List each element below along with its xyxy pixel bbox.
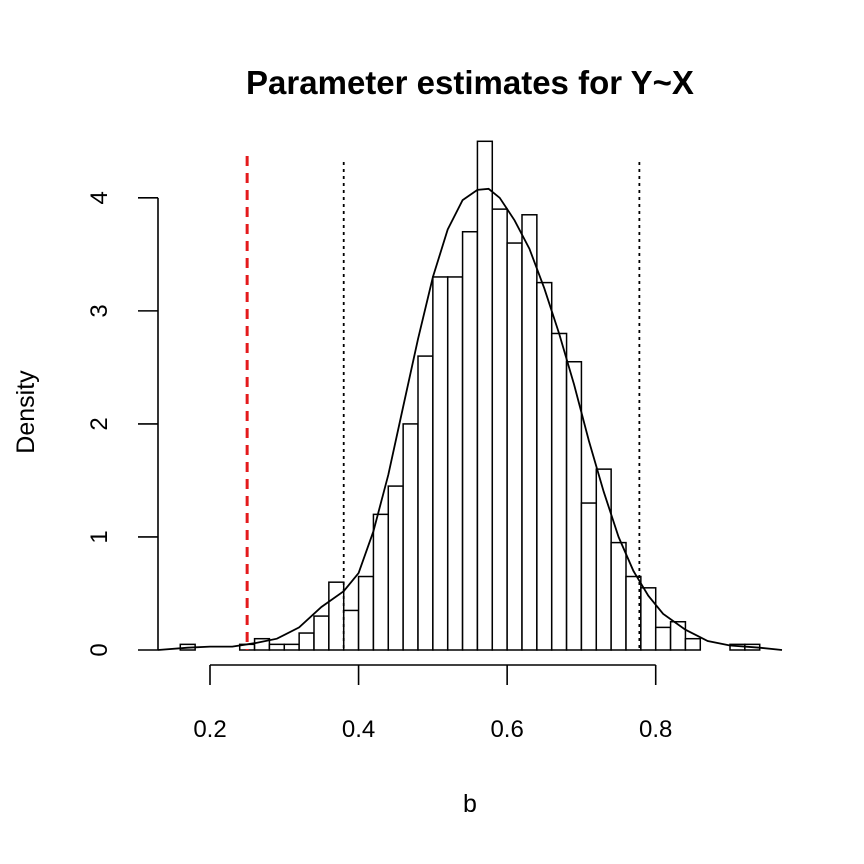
y-axis: 0 1 2 3 4 xyxy=(86,191,159,657)
y-tick-label: 0 xyxy=(86,643,113,656)
y-axis-label: Density xyxy=(12,370,40,454)
histogram-bar xyxy=(506,242,523,651)
histogram-bar xyxy=(595,468,612,651)
reference-lines xyxy=(245,156,641,650)
histogram-bar xyxy=(357,575,375,651)
x-axis-label: b xyxy=(463,790,477,818)
histogram-bar xyxy=(402,423,419,651)
x-axis: 0.2 0.4 0.6 0.8 xyxy=(193,664,672,743)
histogram-bar xyxy=(580,502,598,651)
y-tick-label: 2 xyxy=(86,417,113,430)
histogram-bar xyxy=(446,276,464,651)
y-tick-label: 3 xyxy=(86,304,113,317)
x-tick-label: 0.6 xyxy=(490,716,523,743)
x-tick-label: 0.4 xyxy=(342,716,375,743)
histogram-bar xyxy=(298,632,315,651)
histogram-bar xyxy=(669,620,687,651)
x-tick-label: 0.8 xyxy=(639,716,672,743)
histogram-bar xyxy=(476,140,494,651)
histogram-bar xyxy=(313,615,330,651)
histogram-bar xyxy=(283,643,300,651)
histogram-bar xyxy=(610,541,627,651)
y-tick-label: 4 xyxy=(86,191,113,204)
x-tick-label: 0.2 xyxy=(193,716,226,743)
y-tick-label: 1 xyxy=(86,530,113,543)
chart-title: Parameter estimates for Y~X xyxy=(246,64,694,101)
histogram-bar xyxy=(521,214,538,651)
histogram-bar xyxy=(640,587,657,651)
histogram-bar xyxy=(550,332,568,651)
histogram-bar xyxy=(491,208,508,651)
histogram-bars xyxy=(179,140,761,651)
density-curve xyxy=(157,187,783,651)
plot-area xyxy=(157,140,783,651)
histogram-bar xyxy=(684,637,702,651)
histogram-bar xyxy=(372,513,390,651)
histogram-bar xyxy=(461,230,479,651)
histogram-bar xyxy=(654,626,672,651)
histogram-bar xyxy=(432,276,449,651)
histogram-bar xyxy=(387,485,404,651)
histogram-bar xyxy=(342,609,360,651)
histogram-bar xyxy=(417,355,434,651)
histogram-bar xyxy=(268,643,286,651)
histogram-bar xyxy=(536,281,553,651)
